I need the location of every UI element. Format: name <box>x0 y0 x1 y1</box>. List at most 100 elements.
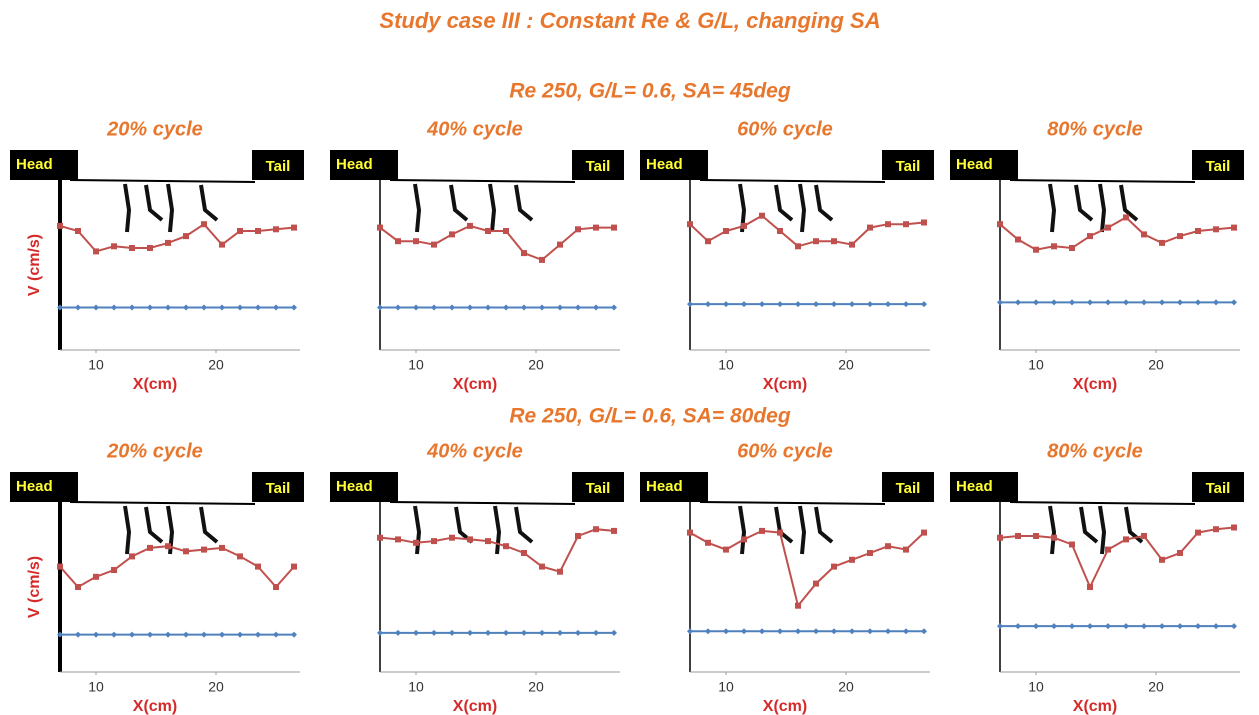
body-line <box>390 180 575 182</box>
point <box>291 632 297 638</box>
point <box>431 242 437 248</box>
point <box>557 242 563 248</box>
point <box>687 301 693 307</box>
point <box>395 536 401 542</box>
point <box>831 564 837 570</box>
fish-segment <box>495 506 499 554</box>
point <box>1177 299 1183 305</box>
point <box>485 305 491 311</box>
point <box>831 628 837 634</box>
point <box>255 632 261 638</box>
point <box>57 564 63 570</box>
point <box>1051 299 1057 305</box>
point <box>611 305 617 311</box>
point <box>1051 623 1057 629</box>
x-axis-label: X(cm) <box>1073 698 1117 715</box>
chart: 40% cycleHeadTail1020X(cm) <box>330 118 624 393</box>
fish-segment <box>740 506 744 554</box>
point <box>795 243 801 249</box>
point <box>449 305 455 311</box>
point <box>759 528 765 534</box>
chart-title: 60% cycle <box>737 440 833 462</box>
point <box>1177 550 1183 556</box>
point <box>395 630 401 636</box>
point <box>147 305 153 311</box>
point <box>575 533 581 539</box>
point <box>237 553 243 559</box>
body-line <box>390 502 575 504</box>
point <box>291 564 297 570</box>
point <box>1051 535 1057 541</box>
point <box>413 305 419 311</box>
point <box>291 225 297 231</box>
point <box>467 536 473 542</box>
section-title: Re 250, G/L= 0.6, SA= 80deg <box>509 405 790 428</box>
point <box>557 569 563 575</box>
point <box>413 630 419 636</box>
point <box>129 553 135 559</box>
point <box>485 538 491 544</box>
point <box>1123 214 1129 220</box>
point <box>273 226 279 232</box>
point <box>557 305 563 311</box>
chart: 60% cycleHeadTail1020X(cm) <box>640 440 934 715</box>
point <box>255 305 261 311</box>
point <box>129 305 135 311</box>
point <box>521 305 527 311</box>
point <box>147 632 153 638</box>
point <box>129 632 135 638</box>
point <box>723 228 729 234</box>
point <box>165 240 171 246</box>
point <box>1033 533 1039 539</box>
point <box>165 632 171 638</box>
point <box>1033 247 1039 253</box>
point <box>1051 243 1057 249</box>
point <box>237 228 243 234</box>
x-tick-label: 10 <box>88 679 104 695</box>
x-axis-label: X(cm) <box>133 376 177 393</box>
point <box>575 226 581 232</box>
point <box>377 535 383 541</box>
fish-segment <box>1100 506 1104 554</box>
point <box>1231 525 1237 531</box>
x-tick-label: 10 <box>408 679 424 695</box>
point <box>795 301 801 307</box>
point <box>1141 533 1147 539</box>
point <box>611 528 617 534</box>
x-tick-label: 10 <box>1028 357 1044 373</box>
annotation: Head <box>956 156 993 173</box>
point <box>291 305 297 311</box>
point <box>485 630 491 636</box>
point <box>1069 299 1075 305</box>
point <box>201 221 207 227</box>
annotation: Tail <box>266 480 291 497</box>
chart-title: 20% cycle <box>106 118 203 140</box>
point <box>1033 623 1039 629</box>
point <box>431 538 437 544</box>
point <box>503 228 509 234</box>
point <box>759 301 765 307</box>
point <box>705 540 711 546</box>
fish-segment <box>816 507 832 542</box>
point <box>147 245 153 251</box>
point <box>75 584 81 590</box>
point <box>75 632 81 638</box>
point <box>485 228 491 234</box>
fish-segment <box>816 185 832 220</box>
chart-title: 40% cycle <box>426 118 523 140</box>
point <box>593 630 599 636</box>
point <box>611 225 617 231</box>
chart-title: 20% cycle <box>106 440 203 462</box>
point <box>1015 299 1021 305</box>
point <box>921 628 927 634</box>
point <box>93 305 99 311</box>
point <box>885 221 891 227</box>
point <box>687 628 693 634</box>
point <box>521 630 527 636</box>
point <box>255 228 261 234</box>
point <box>183 548 189 554</box>
point <box>741 301 747 307</box>
point <box>255 564 261 570</box>
